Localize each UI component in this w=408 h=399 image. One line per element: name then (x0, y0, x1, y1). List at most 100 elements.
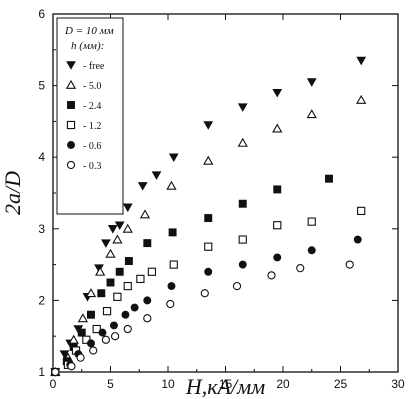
x-tick-label: 0 (50, 377, 57, 391)
data-point (357, 206, 366, 216)
data-point (267, 271, 276, 280)
legend-label: - 5.0 (83, 81, 101, 92)
data-point (113, 292, 122, 301)
legend-box (56, 17, 124, 215)
data-point (238, 235, 247, 244)
data-point (86, 339, 95, 348)
data-point (101, 239, 111, 248)
data-point (121, 310, 130, 319)
legend-label: - free (83, 61, 105, 72)
data-point (204, 214, 213, 223)
data-point (353, 235, 362, 244)
legend-marker (65, 79, 77, 89)
data-point (204, 267, 213, 276)
legend-header-2: h (мм): (71, 40, 104, 52)
y-tick-label: 5 (38, 79, 45, 93)
points-group (50, 56, 367, 377)
data-point (168, 153, 179, 162)
data-point (306, 109, 317, 119)
legend-label: - 0.3 (83, 161, 101, 172)
data-point (95, 266, 106, 276)
legend-marker (66, 61, 76, 70)
data-point (143, 239, 152, 248)
data-point (238, 260, 247, 269)
y-tick-label: 4 (38, 150, 45, 164)
data-point (122, 203, 133, 213)
data-point (203, 155, 214, 165)
data-point (237, 137, 248, 147)
data-point (77, 328, 86, 337)
series-5 (51, 260, 354, 377)
legend-label: - 0.6 (83, 141, 101, 152)
legend-marker (66, 120, 76, 130)
legend: D = 10 мм h (мм): - free - 5.0 - 2.4 - 1.2 - 0… (56, 17, 124, 215)
data-point (273, 185, 282, 194)
series-4 (51, 235, 362, 376)
data-point (85, 288, 97, 298)
data-point (203, 121, 214, 130)
data-point (92, 324, 101, 334)
data-point (273, 253, 282, 262)
data-point (76, 353, 85, 362)
data-point (272, 89, 283, 98)
data-point (106, 278, 115, 287)
data-point (143, 296, 152, 305)
y-tick-label: 6 (38, 7, 45, 21)
data-point (102, 307, 112, 316)
data-point (59, 350, 70, 359)
data-point (296, 264, 305, 273)
data-point (114, 221, 125, 231)
data-point (345, 260, 354, 269)
legend-marker (67, 101, 75, 109)
data-point (122, 223, 133, 233)
data-point (77, 313, 89, 323)
data-point (356, 94, 367, 104)
x-tick-label: 15 (219, 377, 233, 391)
legend-label: - 2.4 (83, 101, 101, 112)
data-point (123, 281, 132, 291)
x-axis-title: H,кА/мм (185, 374, 265, 399)
data-point (238, 199, 247, 208)
data-point (115, 267, 124, 276)
data-point (101, 335, 111, 344)
legend-header-1: D = 10 мм (64, 25, 114, 37)
data-point (151, 171, 162, 180)
data-point (68, 334, 79, 344)
data-point (307, 217, 316, 226)
data-point (232, 281, 242, 291)
data-point (124, 257, 133, 265)
data-point (86, 310, 95, 319)
data-point (356, 56, 367, 66)
x-tick-label: 5 (107, 377, 114, 391)
y-tick-label: 1 (38, 365, 45, 379)
data-point (107, 225, 118, 234)
data-point (166, 180, 177, 190)
data-point (272, 123, 283, 133)
data-point (237, 103, 248, 112)
data-point (169, 260, 178, 269)
data-point (109, 321, 118, 330)
data-point (147, 267, 157, 276)
data-point (200, 289, 209, 298)
data-point (51, 367, 60, 377)
ticks-group: 0 5 10 15 20 25 30 1 2 3 4 5 6 (38, 7, 405, 391)
x-tick-label: 30 (391, 377, 405, 391)
data-point (110, 332, 120, 341)
data-point (273, 221, 282, 230)
data-point (306, 78, 317, 87)
legend-marker (67, 141, 75, 149)
legend-marker (66, 160, 76, 170)
data-point (89, 346, 98, 355)
data-point (130, 303, 139, 312)
legend-label: - 1.2 (83, 121, 101, 132)
data-point (143, 314, 152, 323)
data-point (123, 324, 132, 334)
y-tick-label: 3 (38, 222, 45, 236)
data-point (139, 209, 151, 219)
data-point (166, 299, 175, 309)
data-point (67, 362, 76, 371)
data-point (97, 289, 106, 298)
data-point (167, 282, 176, 291)
x-tick-label: 25 (334, 377, 348, 391)
